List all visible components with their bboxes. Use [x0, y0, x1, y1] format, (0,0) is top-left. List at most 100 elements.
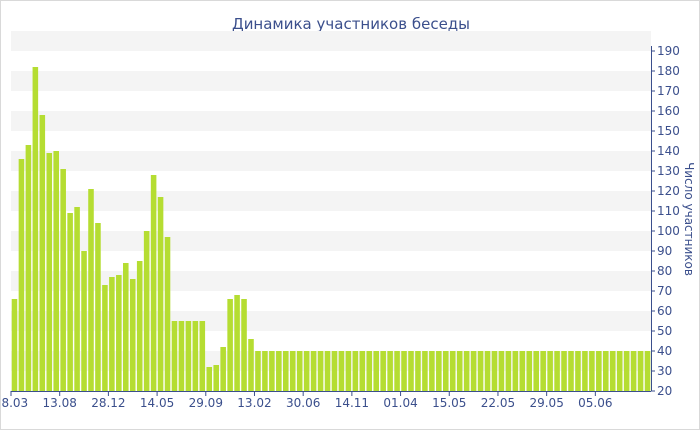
bar	[81, 251, 87, 391]
y-tick-label: 70	[657, 284, 672, 298]
y-tick-label: 80	[657, 264, 672, 278]
bar	[296, 351, 303, 391]
bar	[303, 351, 310, 391]
y-tick-label: 90	[657, 244, 672, 258]
bar	[283, 351, 289, 391]
y-tick-label: 170	[657, 84, 680, 98]
x-tick-label: 14.11	[335, 396, 369, 410]
bar	[25, 145, 32, 391]
x-tick-label: 15.05	[432, 396, 466, 410]
y-tick-label: 20	[657, 384, 672, 398]
bar	[178, 321, 185, 391]
bar	[317, 351, 324, 391]
x-tick-label: 13.02	[237, 396, 271, 410]
bar	[456, 351, 463, 391]
bar	[352, 351, 359, 391]
bar	[102, 285, 108, 391]
bar	[129, 279, 136, 391]
bar	[366, 351, 373, 391]
x-tick-label: 28.12	[91, 396, 125, 410]
chart-title: Динамика участников беседы	[231, 15, 471, 33]
bar	[192, 321, 199, 391]
bar	[74, 207, 80, 391]
bar	[436, 351, 442, 391]
bar	[477, 351, 484, 391]
y-tick-label: 30	[657, 364, 672, 378]
bar	[310, 351, 317, 391]
bar	[443, 351, 449, 391]
bar	[95, 223, 101, 391]
x-tick-label: 05.06	[578, 396, 612, 410]
bar	[88, 189, 94, 391]
bar	[484, 351, 491, 391]
bar	[630, 351, 637, 391]
grid-band	[11, 111, 651, 131]
bar	[18, 159, 25, 391]
grid-band	[11, 191, 651, 211]
bar	[540, 351, 546, 391]
bar	[324, 351, 331, 391]
y-tick-label: 100	[657, 224, 680, 238]
grid-band	[11, 311, 651, 331]
bar	[491, 351, 498, 391]
bar	[116, 275, 122, 391]
bar	[60, 169, 66, 391]
bar	[408, 351, 414, 391]
bar	[470, 351, 477, 391]
bar	[609, 351, 616, 391]
y-tick-label: 120	[657, 184, 680, 198]
bar	[429, 351, 435, 391]
bar	[373, 351, 379, 391]
x-tick-label: 14.05	[140, 396, 174, 410]
x-tick-label: 28.03	[1, 396, 28, 410]
bar	[289, 351, 296, 391]
bar	[422, 351, 428, 391]
x-tick-label: 29.05	[529, 396, 563, 410]
bar	[164, 237, 171, 391]
bar	[109, 277, 115, 391]
grid-band	[11, 351, 651, 371]
bar	[185, 321, 192, 391]
bar	[53, 151, 59, 391]
bar	[338, 351, 345, 391]
bar	[39, 115, 46, 391]
y-tick-label: 190	[657, 44, 680, 58]
grid-band	[11, 271, 651, 291]
bar	[248, 339, 254, 391]
grid-band	[11, 231, 651, 251]
bar	[561, 351, 567, 391]
y-tick-label: 180	[657, 64, 680, 78]
bar	[220, 347, 226, 391]
bar	[505, 351, 512, 391]
bar	[589, 351, 595, 391]
bar	[331, 351, 338, 391]
y-axis-title: Число участников	[682, 162, 696, 276]
y-tick-label: 110	[657, 204, 680, 218]
bar	[136, 261, 143, 391]
bar	[526, 351, 533, 391]
bar	[623, 351, 630, 391]
bar	[463, 351, 470, 391]
x-tick-label: 13.08	[43, 396, 77, 410]
x-tick-label: 01.04	[383, 396, 417, 410]
bar	[554, 351, 560, 391]
bar	[269, 351, 275, 391]
bar	[276, 351, 282, 391]
bar	[262, 351, 268, 391]
bar	[46, 153, 53, 391]
y-tick-label: 40	[657, 344, 672, 358]
bar	[637, 351, 644, 391]
grid-band	[11, 71, 651, 91]
bar	[519, 351, 526, 391]
bar	[582, 351, 588, 391]
x-tick-label: 29.09	[189, 396, 223, 410]
x-tick-label: 22.05	[481, 396, 515, 410]
bar	[11, 299, 18, 391]
y-tick-label: 130	[657, 164, 680, 178]
bar	[67, 213, 73, 391]
bar	[171, 321, 178, 391]
bar	[603, 351, 609, 391]
y-tick-label: 150	[657, 124, 680, 138]
